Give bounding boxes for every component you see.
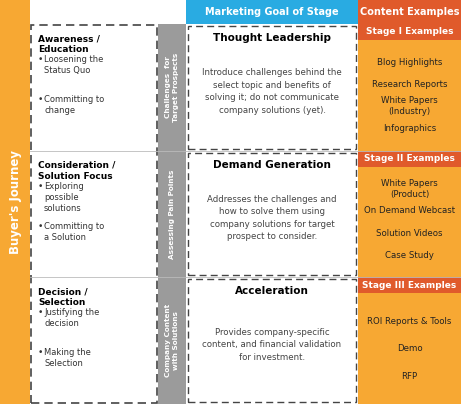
Text: Awareness /
Education: Awareness / Education <box>38 34 100 54</box>
Text: Demo: Demo <box>396 344 422 353</box>
Text: Committing to
a Solution: Committing to a Solution <box>44 221 104 242</box>
Text: Provides company-specific
content, and financial validation
for investment.: Provides company-specific content, and f… <box>202 328 342 362</box>
Text: Content Examples: Content Examples <box>360 7 459 17</box>
Text: Solution Videos: Solution Videos <box>376 229 443 238</box>
Bar <box>358 277 461 293</box>
Bar <box>158 277 186 404</box>
Text: Stage I Examples: Stage I Examples <box>366 27 453 36</box>
Text: Company Content
with Solutions: Company Content with Solutions <box>165 304 179 377</box>
Text: Challenges  for
Target Prospects: Challenges for Target Prospects <box>165 53 179 122</box>
Text: Assessing Pain Points: Assessing Pain Points <box>169 169 175 259</box>
Text: White Papers
(Product): White Papers (Product) <box>381 179 438 199</box>
Text: ROI Reports & Tools: ROI Reports & Tools <box>367 316 452 326</box>
Text: •: • <box>38 182 43 191</box>
Text: Stage II Examples: Stage II Examples <box>364 154 455 163</box>
Text: •: • <box>38 95 43 104</box>
Bar <box>188 153 356 276</box>
Text: Infographics: Infographics <box>383 124 436 133</box>
Bar <box>358 40 461 151</box>
Text: Demand Generation: Demand Generation <box>213 160 331 170</box>
Bar <box>31 25 157 403</box>
Text: Case Study: Case Study <box>385 251 434 260</box>
Bar <box>186 0 358 24</box>
Text: Exploring
possible
solutions: Exploring possible solutions <box>44 182 84 213</box>
Bar <box>186 24 358 151</box>
Bar <box>358 24 461 40</box>
Text: Acceleration: Acceleration <box>235 286 309 296</box>
Bar <box>30 24 158 404</box>
Bar <box>358 151 461 167</box>
Text: Making the
Selection: Making the Selection <box>44 348 91 368</box>
Text: Loosening the
Status Quo: Loosening the Status Quo <box>44 55 103 75</box>
Text: Decision /
Selection: Decision / Selection <box>38 287 88 307</box>
Bar <box>188 26 356 149</box>
Text: RFP: RFP <box>402 372 418 381</box>
Bar <box>186 277 358 404</box>
Text: •: • <box>38 55 43 64</box>
Text: •: • <box>38 308 43 317</box>
Text: Consideration /
Solution Focus: Consideration / Solution Focus <box>38 161 115 181</box>
Text: On Demand Webcast: On Demand Webcast <box>364 206 455 215</box>
Text: Addresses the challenges and
how to solve them using
company solutions for targe: Addresses the challenges and how to solv… <box>207 195 337 241</box>
Bar <box>358 167 461 277</box>
Text: Marketing Goal of Stage: Marketing Goal of Stage <box>205 7 339 17</box>
Bar <box>358 293 461 404</box>
Text: Thought Leadership: Thought Leadership <box>213 33 331 43</box>
Bar <box>158 151 186 277</box>
Text: White Papers
(Industry): White Papers (Industry) <box>381 96 438 116</box>
Bar <box>158 24 186 151</box>
Bar <box>186 151 358 277</box>
Text: Introduce challenges behind the
select topic and benefits of
solving it; do not : Introduce challenges behind the select t… <box>202 68 342 115</box>
Text: Justifying the
decision: Justifying the decision <box>44 308 100 328</box>
Text: •: • <box>38 348 43 357</box>
Bar <box>188 279 356 402</box>
Text: Research Reports: Research Reports <box>372 80 447 89</box>
Text: Committing to
change: Committing to change <box>44 95 104 115</box>
Text: •: • <box>38 221 43 231</box>
Bar <box>30 0 186 24</box>
Text: Stage III Examples: Stage III Examples <box>362 281 457 290</box>
Bar <box>0 0 30 404</box>
Text: Buyer's Journey: Buyer's Journey <box>8 150 22 254</box>
Text: Blog Highlights: Blog Highlights <box>377 58 442 67</box>
Bar <box>358 0 461 24</box>
